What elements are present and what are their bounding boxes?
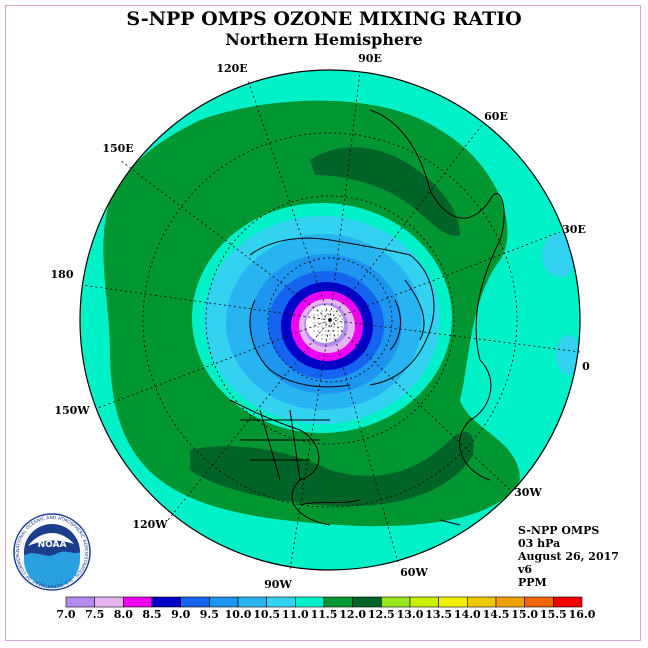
colorbar-tick-label: 10.0 bbox=[225, 608, 252, 621]
lon-label-180: 180 bbox=[51, 268, 74, 281]
info-instrument: S-NPP OMPS bbox=[518, 524, 600, 537]
info-version: v6 bbox=[518, 563, 533, 576]
polar-night-no-data bbox=[306, 305, 344, 343]
colorbar-swatch bbox=[237, 596, 267, 608]
graticule bbox=[81, 71, 581, 571]
colorbar-tick-label: 15.5 bbox=[540, 608, 567, 621]
colorbar-tick-label: 9.0 bbox=[171, 608, 190, 621]
lon-label-150w: 150W bbox=[54, 404, 90, 417]
colorbar-swatch bbox=[409, 596, 439, 608]
colorbar-swatch bbox=[180, 596, 210, 608]
colorbar-swatch bbox=[295, 596, 325, 608]
lon-label-60w: 60W bbox=[400, 566, 428, 579]
colorbar-swatch bbox=[553, 596, 583, 608]
colorbar-swatch bbox=[495, 596, 525, 608]
lon-label-150e: 150E bbox=[102, 142, 133, 155]
colorbar-swatch bbox=[524, 596, 554, 608]
colorbar-tick-label: 7.5 bbox=[85, 608, 104, 621]
colorbar-swatch bbox=[266, 596, 296, 608]
colorbar-swatch bbox=[94, 596, 124, 608]
map-subtitle: Northern Hemisphere bbox=[225, 30, 423, 49]
colorbar-swatch bbox=[323, 596, 353, 608]
colorbar-tick-label: 10.5 bbox=[253, 608, 280, 621]
colorbar-swatch bbox=[438, 596, 468, 608]
map-boundary bbox=[79, 69, 581, 571]
info-date: August 26, 2017 bbox=[518, 550, 619, 563]
colorbar-tick-label: 11.0 bbox=[282, 608, 309, 621]
colorbar-tick-label: 12.0 bbox=[339, 608, 366, 621]
colorbar-tick-label: 15.0 bbox=[511, 608, 538, 621]
map-title: S-NPP OMPS OZONE MIXING RATIO bbox=[126, 8, 522, 30]
lon-label-0: 0 bbox=[582, 360, 590, 373]
colorbar-swatch bbox=[151, 596, 181, 608]
colorbar-tick-label: 13.5 bbox=[425, 608, 452, 621]
colorbar-tick-label: 14.0 bbox=[454, 608, 481, 621]
info-units: PPM bbox=[518, 576, 547, 589]
colorbar-swatch bbox=[123, 596, 153, 608]
colorbar-swatch bbox=[352, 596, 382, 608]
colorbar-swatch bbox=[381, 596, 411, 608]
noaa-logo-text: NOAA bbox=[38, 540, 67, 550]
colorbar-tick-label: 11.5 bbox=[311, 608, 338, 621]
colorbar-tick-label: 13.0 bbox=[397, 608, 424, 621]
colorbar-tick-label: 7.0 bbox=[56, 608, 75, 621]
colorbar-swatch bbox=[467, 596, 497, 608]
lon-label-120e: 120E bbox=[216, 62, 247, 75]
lon-label-90e: 90E bbox=[358, 52, 382, 65]
lon-label-60e: 60E bbox=[484, 110, 508, 123]
info-level: 03 hPa bbox=[518, 537, 561, 550]
no-data-stipple bbox=[313, 310, 343, 340]
colorbar-tick-label: 9.5 bbox=[200, 608, 219, 621]
colorbar-tick-label: 8.5 bbox=[142, 608, 161, 621]
lon-label-30w: 30W bbox=[514, 486, 542, 499]
lon-label-90w: 90W bbox=[264, 578, 292, 591]
colorbar-tick-label: 16.0 bbox=[569, 608, 596, 621]
colorbar-tick-label: 12.5 bbox=[368, 608, 395, 621]
colorbar-labels: 7.0 7.5 8.0 8.5 9.0 9.5 10.0 10.5 11.0 11.5 12.0 12… bbox=[56, 608, 595, 621]
colorbar-tick-label: 14.5 bbox=[483, 608, 510, 621]
contour-12-0-patch-north bbox=[310, 147, 460, 236]
colorbar-tick-label: 8.0 bbox=[114, 608, 133, 621]
colorbar-swatches bbox=[65, 596, 583, 608]
figure-frame bbox=[5, 5, 641, 641]
lon-label-30e: 30E bbox=[562, 223, 586, 236]
coastlines bbox=[229, 109, 505, 526]
lon-label-120w: 120W bbox=[132, 518, 168, 531]
ozone-contours bbox=[80, 70, 580, 570]
colorbar-swatch bbox=[65, 596, 95, 608]
colorbar-swatch bbox=[209, 596, 239, 608]
contour-12-0-patch-south bbox=[190, 431, 474, 507]
info-panel: S-NPP OMPS 03 hPa August 26, 2017 v6 PPM bbox=[518, 524, 619, 589]
contour-10-5-patch-east2 bbox=[556, 335, 580, 375]
